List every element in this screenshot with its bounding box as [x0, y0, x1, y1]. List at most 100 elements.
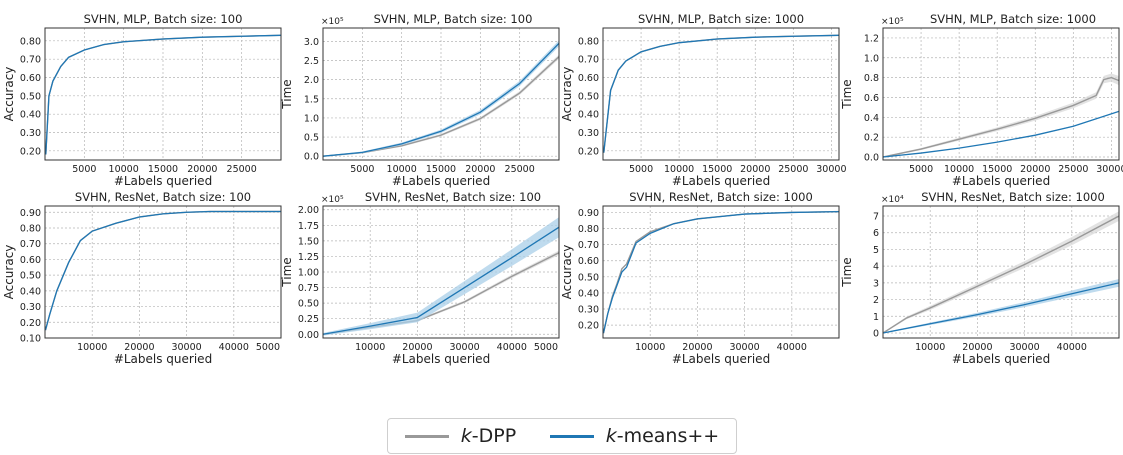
x-tick-label: 25000 [505, 164, 535, 175]
y-tick-label: 0.50 [578, 272, 599, 283]
x-tick-label: 30000 [1096, 164, 1123, 175]
chart-title: SVHN, ResNet, Batch size: 1000 [921, 190, 1105, 204]
y-tick-label: 0.80 [20, 224, 41, 235]
series-line-kmeans [603, 34, 839, 153]
legend-label-kmeans-suffix: -means++ [616, 425, 720, 447]
chart-8: 0 1 2 3 4 5 6 7 10000 20000 30000 40000 SVHN, ResNet… [840, 190, 1120, 366]
y-axis-label: Accuracy [560, 245, 574, 300]
y-tick-label: 0.8 [864, 73, 879, 84]
x-tick-label: 10000 [944, 164, 974, 175]
y-tick-label: 0.2 [864, 133, 879, 144]
x-tick-label: 5000 [534, 342, 558, 353]
x-tick-label: 10000 [109, 164, 139, 175]
y-tick-label: 0.40 [578, 110, 599, 121]
y-tick-label: 0.30 [20, 128, 41, 139]
legend-label-kdpp-suffix: -DPP [471, 425, 517, 447]
y-tick-label: 0.20 [20, 318, 41, 329]
x-tick-label: 10000 [915, 342, 945, 353]
legend-item-kmeans: k-means++ [549, 425, 720, 447]
y-tick-label: 0.60 [578, 73, 599, 84]
x-tick-label: 5000 [72, 164, 96, 175]
plot-frame [322, 27, 560, 161]
legend-label-kdpp-prefix: k [460, 425, 472, 447]
x-tick-label: 30000 [729, 342, 759, 353]
y-tick-label: 1.00 [298, 268, 319, 279]
y-tick-label: 0.50 [298, 299, 319, 310]
y-tick-label: 0.70 [20, 55, 41, 66]
y-axis-label: Time [280, 257, 294, 287]
legend: k-DPP k-means++ [387, 418, 737, 454]
x-tick-label: 30000 [171, 342, 201, 353]
y-tick-label: 0.4 [864, 113, 879, 124]
y-tick-label: 0.40 [578, 288, 599, 299]
x-tick-label: 15000 [148, 164, 178, 175]
series-line-kdpp [883, 76, 1119, 158]
y-tick-label: 0.5 [304, 133, 319, 144]
x-tick-label: 20000 [124, 342, 154, 353]
y-tick-label: 4 [873, 262, 879, 273]
chart-title: SVHN, MLP, Batch size: 100 [374, 12, 533, 26]
x-axis-label: #Labels queried [114, 352, 212, 366]
y-tick-label: 7 [873, 212, 879, 223]
chart-title: SVHN, MLP, Batch size: 100 [84, 12, 243, 26]
series-line-kmeans [45, 34, 281, 155]
x-tick-label: 5000 [629, 164, 653, 175]
x-axis-label: #Labels queried [952, 352, 1050, 366]
x-tick-label: 25000 [1058, 164, 1088, 175]
y-tick-label: 2.5 [304, 56, 319, 67]
x-tick-label: 30000 [1009, 342, 1039, 353]
sci-exponent-label: ×10⁵ [881, 17, 904, 27]
y-tick-label: 0.60 [578, 256, 599, 267]
y-tick-label: 1.0 [864, 53, 879, 64]
legend-label-kmeans-prefix: k [605, 425, 617, 447]
x-tick-label: 20000 [402, 342, 432, 353]
plot-frame [322, 205, 560, 339]
x-tick-label: 10000 [77, 342, 107, 353]
band-kdpp [323, 250, 559, 335]
x-tick-label: 5000 [350, 164, 374, 175]
y-tick-label: 0 [873, 328, 879, 339]
chart-5: 0.10 0.20 0.30 0.40 0.50 0.60 0.70 0.80 0.90 1000… [2, 190, 282, 366]
x-tick-label: 40000 [219, 342, 249, 353]
chart-title: SVHN, MLP, Batch size: 1000 [930, 12, 1096, 26]
x-tick-label: 10000 [387, 164, 417, 175]
y-axis-label: Accuracy [2, 67, 16, 122]
band-kdpp [883, 73, 1119, 158]
y-tick-label: 0.70 [20, 239, 41, 250]
chart-6: 0.00 0.25 0.50 0.75 1.00 1.25 1.50 1.75 2.00 1000… [280, 190, 560, 366]
y-tick-label: 1.50 [298, 236, 319, 247]
y-tick-label: 0.50 [20, 91, 41, 102]
series-line-kmeans [883, 110, 1119, 158]
y-tick-label: 0.0 [864, 153, 879, 164]
y-tick-label: 1.75 [298, 221, 319, 232]
series-line-kdpp [883, 215, 1119, 334]
chart-title: SVHN, ResNet, Batch size: 100 [75, 190, 251, 204]
x-tick-label: 20000 [465, 164, 495, 175]
x-tick-label: 40000 [777, 342, 807, 353]
sci-exponent-label: ×10⁵ [321, 17, 344, 27]
y-tick-label: 2.00 [298, 205, 319, 216]
x-tick-label: 10000 [664, 164, 694, 175]
y-tick-label: 0.50 [578, 91, 599, 102]
y-tick-label: 3.0 [304, 37, 319, 48]
y-axis-label: Time [280, 79, 294, 109]
chart-title: SVHN, MLP, Batch size: 1000 [638, 12, 804, 26]
y-tick-label: 0.6 [864, 93, 879, 104]
x-tick-label: 15000 [702, 164, 732, 175]
y-tick-label: 0.0 [304, 152, 319, 163]
y-tick-label: 0.20 [578, 321, 599, 332]
band-kdpp [323, 54, 559, 157]
plot-frame [602, 205, 840, 339]
y-tick-label: 0.70 [578, 240, 599, 251]
y-tick-label: 0.00 [298, 330, 319, 341]
y-tick-label: 2.0 [304, 75, 319, 86]
series-line-kmeans [45, 210, 281, 331]
legend-swatch-kdpp [404, 434, 449, 438]
x-tick-label: 10000 [355, 342, 385, 353]
x-tick-label: 5000 [909, 164, 933, 175]
x-tick-label: 25000 [778, 164, 808, 175]
x-tick-label: 20000 [962, 342, 992, 353]
x-axis-label: #Labels queried [672, 352, 770, 366]
x-tick-label: 15000 [426, 164, 456, 175]
